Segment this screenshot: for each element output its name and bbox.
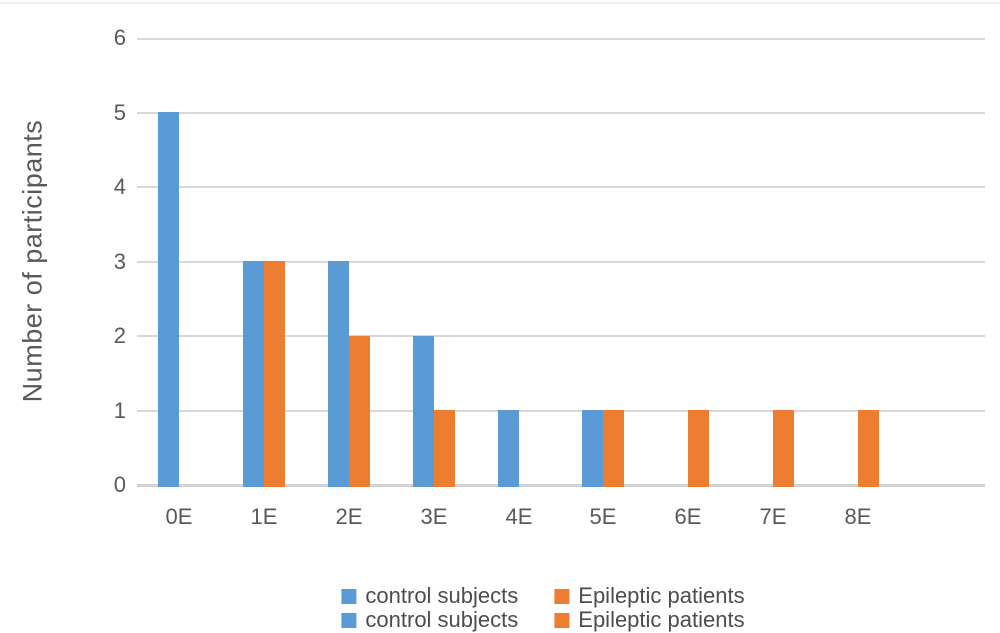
- legend-item-epileptic-patients: Epileptic patients: [554, 583, 745, 609]
- gridline: [137, 186, 985, 188]
- y-tick-label: 5: [113, 100, 126, 125]
- x-tick-label: 1E: [250, 504, 278, 529]
- x-axis-line: [137, 484, 985, 487]
- gridline: [137, 335, 985, 337]
- gridline: [137, 38, 985, 40]
- plot-area: [137, 38, 985, 487]
- gridline: [137, 112, 985, 114]
- top-border-line: [0, 2, 1000, 4]
- x-tick-label: 4E: [505, 504, 533, 529]
- bar-epileptic-patients: [434, 410, 455, 487]
- bar-control-subjects: [243, 261, 264, 487]
- bar-control-subjects: [498, 410, 519, 487]
- bar-epileptic-patients: [688, 410, 709, 487]
- bar-control-subjects: [413, 336, 434, 487]
- y-axis-tick-labels: 0 1 2 3 4 5 6: [0, 0, 126, 617]
- x-tick-label: 0E: [165, 504, 193, 529]
- legend-swatch-blue-icon: [341, 588, 357, 604]
- legend-item-epileptic-patients: Epileptic patients: [554, 607, 745, 633]
- y-tick-label: 4: [113, 174, 126, 199]
- legend-label: control subjects: [365, 607, 519, 632]
- bar-control-subjects: [582, 410, 603, 487]
- x-tick-label: 6E: [674, 504, 702, 529]
- x-tick-label: 3E: [420, 504, 448, 529]
- bar-epileptic-patients: [264, 261, 285, 487]
- legend-label: control subjects: [365, 583, 519, 608]
- legend-swatch-orange-icon: [554, 588, 570, 604]
- legend-label: Epileptic patients: [578, 607, 745, 632]
- legend-clipped-duplicate: control subjects Epileptic patients: [341, 607, 745, 633]
- y-tick-label: 3: [113, 249, 126, 274]
- x-tick-label: 8E: [844, 504, 872, 529]
- gridline: [137, 410, 985, 412]
- y-tick-label: 2: [113, 323, 126, 348]
- gridline: [137, 261, 985, 263]
- y-tick-label: 0: [113, 472, 126, 497]
- legend-item-control-subjects: control subjects: [341, 607, 518, 633]
- bar-epileptic-patients: [773, 410, 794, 487]
- bar-control-subjects: [158, 112, 179, 487]
- legend-swatch-blue-icon: [341, 612, 357, 628]
- legend-item-control-subjects: control subjects: [341, 583, 518, 609]
- bar-epileptic-patients: [603, 410, 624, 487]
- x-tick-label: 2E: [335, 504, 363, 529]
- legend-label: Epileptic patients: [578, 583, 745, 608]
- legend-swatch-orange-icon: [554, 612, 570, 628]
- y-tick-label: 1: [113, 398, 126, 423]
- bar-epileptic-patients: [349, 336, 370, 487]
- legend: control subjects Epileptic patients: [341, 583, 745, 609]
- x-tick-label: 5E: [589, 504, 617, 529]
- x-tick-label: 7E: [759, 504, 787, 529]
- bar-control-subjects: [328, 261, 349, 487]
- x-axis-tick-labels: 0E 1E 2E 3E 4E 5E 6E 7E 8E: [0, 503, 1000, 533]
- bar-epileptic-patients: [858, 410, 879, 487]
- y-tick-label: 6: [113, 25, 126, 50]
